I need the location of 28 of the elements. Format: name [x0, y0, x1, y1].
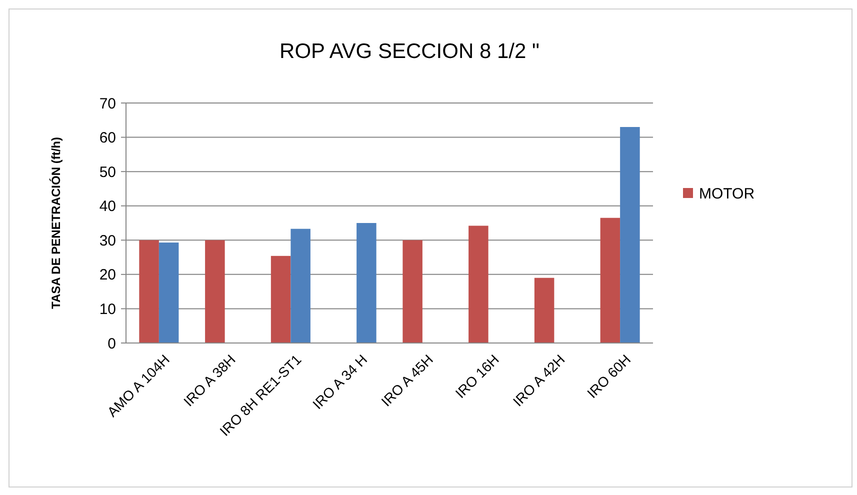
- bar: [356, 223, 376, 343]
- x-tick-label: IRO 60H: [584, 351, 634, 402]
- y-tick-label: 0: [108, 335, 116, 352]
- legend-label: MOTOR: [699, 185, 755, 202]
- x-tick-label: IRO A 38H: [180, 351, 238, 410]
- x-tick-label: IRO A 42H: [510, 351, 568, 410]
- chart-title: ROP AVG SECCION 8 1/2 ": [280, 40, 540, 63]
- y-tick-label: 10: [99, 300, 116, 318]
- y-tick-label: 60: [99, 130, 116, 147]
- y-tick-label: 30: [99, 232, 116, 250]
- bar: [402, 240, 422, 343]
- bar: [290, 228, 310, 343]
- bar: [620, 127, 640, 343]
- bar: [600, 218, 620, 343]
- bar: [139, 240, 159, 343]
- bar: [468, 226, 488, 343]
- y-axis-title: TASA DE PENETRACIÓN (ft/h): [49, 137, 63, 309]
- x-tick-label: IRO 16H: [452, 351, 502, 402]
- y-tick-label: 50: [99, 164, 116, 181]
- y-tick-label: 20: [99, 266, 116, 284]
- bar: [534, 278, 554, 343]
- bar: [270, 256, 291, 343]
- y-tick-label: 40: [99, 198, 116, 216]
- x-tick-label: IRO A 45H: [378, 351, 436, 410]
- x-tick-label: IRO A 34 H: [309, 351, 370, 412]
- bar: [205, 240, 225, 343]
- bar: [158, 242, 179, 343]
- y-tick-label: 70: [99, 95, 116, 112]
